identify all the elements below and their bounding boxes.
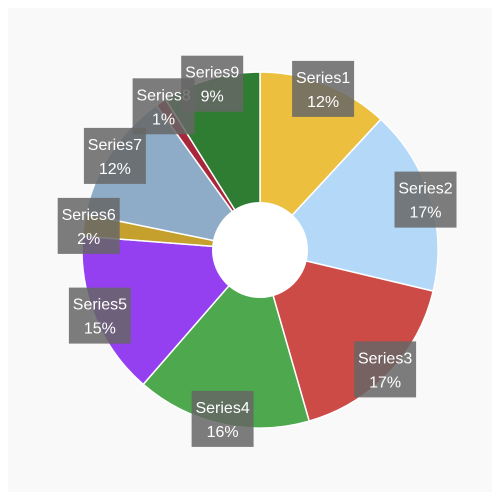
data-label-series3: Series3 17% bbox=[354, 341, 417, 398]
data-label-percent: 9% bbox=[201, 89, 224, 106]
data-label-series-name: Series9 bbox=[185, 65, 239, 82]
donut-hole bbox=[212, 202, 308, 298]
data-label-percent: 17% bbox=[409, 205, 441, 222]
data-label-series-name: Series4 bbox=[195, 400, 249, 417]
data-label-percent: 1% bbox=[152, 111, 175, 128]
data-label-box bbox=[292, 60, 355, 117]
data-label-box bbox=[191, 390, 254, 447]
data-label-box bbox=[83, 127, 146, 184]
data-label-series4: Series4 16% bbox=[191, 390, 254, 447]
data-label-series9: Series9 9% bbox=[181, 55, 244, 112]
data-label-series6: Series6 2% bbox=[57, 197, 120, 254]
data-label-percent: 15% bbox=[84, 321, 116, 338]
data-label-series-name: Series5 bbox=[73, 297, 127, 314]
data-label-series-name: Series7 bbox=[88, 137, 142, 154]
data-label-series5: Series5 15% bbox=[68, 287, 131, 344]
data-label-series-name: Series3 bbox=[358, 350, 412, 367]
data-label-series1: Series1 12% bbox=[292, 60, 355, 117]
data-label-series-name: Series1 bbox=[296, 70, 350, 87]
data-label-series-name: Series2 bbox=[398, 181, 452, 198]
data-label-percent: 12% bbox=[307, 94, 339, 111]
data-label-percent: 17% bbox=[369, 374, 401, 391]
data-label-series7: Series7 12% bbox=[83, 127, 146, 184]
labels-group: Series1 12% Series2 17% Series3 17% Series4 16%… bbox=[57, 55, 457, 447]
data-label-percent: 12% bbox=[99, 161, 131, 178]
data-label-percent: 16% bbox=[207, 424, 239, 441]
data-label-series2: Series2 17% bbox=[394, 171, 457, 228]
data-label-box bbox=[394, 171, 457, 228]
data-label-series-name: Series8 bbox=[136, 87, 190, 104]
data-label-percent: 2% bbox=[77, 231, 100, 248]
data-label-series-name: Series6 bbox=[62, 207, 116, 224]
data-label-box bbox=[57, 197, 120, 254]
data-label-box bbox=[354, 341, 417, 398]
data-label-box bbox=[68, 287, 131, 344]
data-label-box bbox=[181, 55, 244, 112]
